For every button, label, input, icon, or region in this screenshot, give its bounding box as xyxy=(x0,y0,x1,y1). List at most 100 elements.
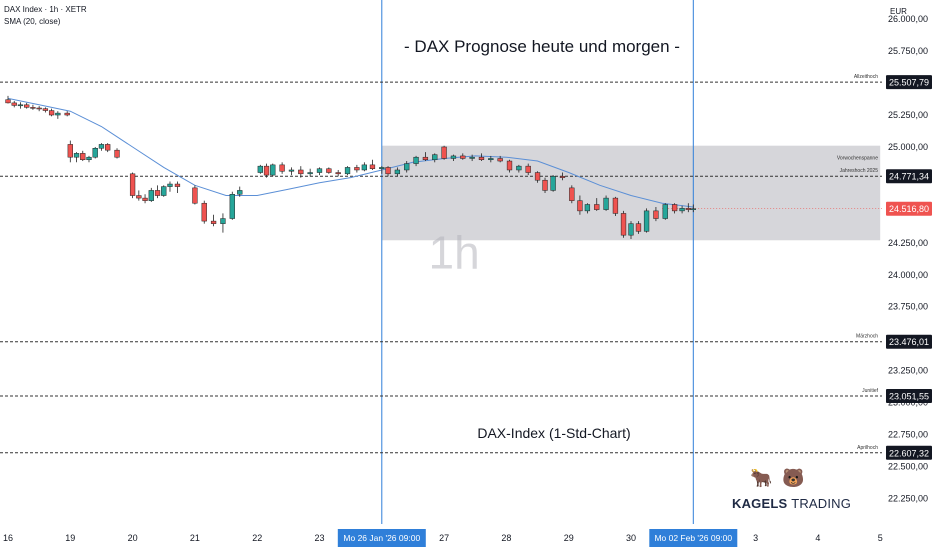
candle-body xyxy=(210,220,217,224)
candle-body xyxy=(603,197,609,210)
level-label-4: Märzhoch xyxy=(856,334,878,340)
candle-body xyxy=(385,167,391,175)
bear-icon: 🐻 xyxy=(782,468,805,488)
x-tick-label: 21 xyxy=(190,533,200,543)
y-tick-label: 26.000,00 xyxy=(888,14,928,24)
x-tick-label: 22 xyxy=(252,533,262,543)
candle-body xyxy=(394,169,401,175)
candle-body xyxy=(161,186,167,196)
candle-body xyxy=(671,204,678,212)
level-label-6: Aprilhoch xyxy=(857,445,878,451)
candle-body xyxy=(422,156,429,161)
candle-body xyxy=(86,156,92,161)
candle-body xyxy=(136,195,142,199)
candle-body xyxy=(114,149,120,158)
candle-body xyxy=(105,144,111,151)
candle-body xyxy=(344,167,351,175)
candle-body xyxy=(478,156,485,161)
currency-label[interactable]: EUR xyxy=(890,7,907,16)
candle-body xyxy=(469,156,475,159)
candle-body xyxy=(577,200,583,212)
candle-body xyxy=(298,169,304,175)
candle-body xyxy=(450,155,457,159)
candle-body xyxy=(11,102,17,106)
candle-body xyxy=(192,187,198,204)
candle-body xyxy=(488,158,494,161)
candle-body xyxy=(525,165,531,173)
candle-body xyxy=(441,146,447,159)
x-tick-label: 23 xyxy=(314,533,324,543)
candle-body xyxy=(662,204,668,219)
x-tick-label: 28 xyxy=(501,533,511,543)
candle-body xyxy=(506,160,513,171)
candle-body xyxy=(612,197,619,214)
candle-body xyxy=(80,153,86,161)
y-tick-label: 23.000,00 xyxy=(888,398,928,408)
candle-body xyxy=(92,148,98,158)
marker-date-tag-2 xyxy=(649,529,738,547)
candle-body xyxy=(690,208,696,210)
x-tick-label: 29 xyxy=(564,533,574,543)
candle-body xyxy=(594,204,600,210)
candle-body xyxy=(335,172,341,175)
candle-body xyxy=(201,202,207,222)
candle-body xyxy=(67,144,73,158)
level-price-6: 22.607,32 xyxy=(889,448,929,458)
current-price-tag xyxy=(886,201,932,216)
interval-watermark: 1h xyxy=(429,226,480,278)
bull-icon: 🐂 xyxy=(750,468,773,488)
candle-body xyxy=(369,164,376,169)
candle-body xyxy=(569,187,575,201)
candle-body xyxy=(635,223,642,232)
level-label-5: Junitief xyxy=(862,388,878,394)
current-price-value: 24.516,80 xyxy=(889,204,929,214)
candle-body xyxy=(167,183,173,187)
candle-body xyxy=(36,107,42,110)
y-tick-label: 22.750,00 xyxy=(888,430,928,440)
candle-body xyxy=(64,112,70,116)
level-price-2: 24.771,34 xyxy=(889,172,929,182)
level-price-1: 25.507,79 xyxy=(889,78,929,88)
x-tick-label: 27 xyxy=(439,533,449,543)
symbol-label[interactable]: DAX Index · 1h · XETR xyxy=(4,5,87,14)
level-price-tag-1 xyxy=(886,75,932,90)
level-price-tag-5 xyxy=(886,388,932,403)
marker-date-tag-1 xyxy=(337,529,426,547)
candle-body xyxy=(534,172,541,181)
candle-body xyxy=(220,218,226,224)
sma-line xyxy=(7,97,694,208)
y-tick-label: 25.000,00 xyxy=(888,142,928,152)
candle-body xyxy=(460,155,466,159)
x-tick-label: 20 xyxy=(128,533,138,543)
candle-body xyxy=(326,168,332,173)
x-tick-label: 16 xyxy=(3,533,13,543)
y-tick-label: 25.750,00 xyxy=(888,46,928,56)
candle-body xyxy=(263,165,270,176)
indicator-label[interactable]: SMA (20, close) xyxy=(4,17,61,26)
candle-body xyxy=(142,197,148,201)
candle-body xyxy=(550,176,556,191)
candle-body xyxy=(653,210,659,219)
candle-body xyxy=(620,213,627,236)
candle-body xyxy=(679,208,685,212)
candle-body xyxy=(5,99,11,104)
candle-body xyxy=(48,110,55,116)
level-price-tag-6 xyxy=(886,445,932,460)
marker-date-label-2: Mo 02 Feb '26 09:00 xyxy=(654,533,732,543)
y-tick-label: 22.500,00 xyxy=(888,461,928,471)
candle-body xyxy=(42,108,49,111)
x-tick-label: 5 xyxy=(878,533,883,543)
candle-body xyxy=(148,190,154,201)
candle-body xyxy=(307,172,313,175)
y-tick-label: 24.250,00 xyxy=(888,238,928,248)
kagels-trading-logo: 🐂 🐻 KAGELS TRADING xyxy=(730,466,851,514)
candle-body xyxy=(516,165,522,171)
chart-title: - DAX Prognose heute und morgen - xyxy=(404,37,680,56)
candle-body xyxy=(404,163,410,171)
level-price-5: 23.051,55 xyxy=(889,391,929,401)
candle-body xyxy=(73,153,80,158)
candle-body xyxy=(30,107,36,109)
candle-body xyxy=(154,190,161,196)
zone-label: Vorwochenspanne xyxy=(837,156,878,162)
